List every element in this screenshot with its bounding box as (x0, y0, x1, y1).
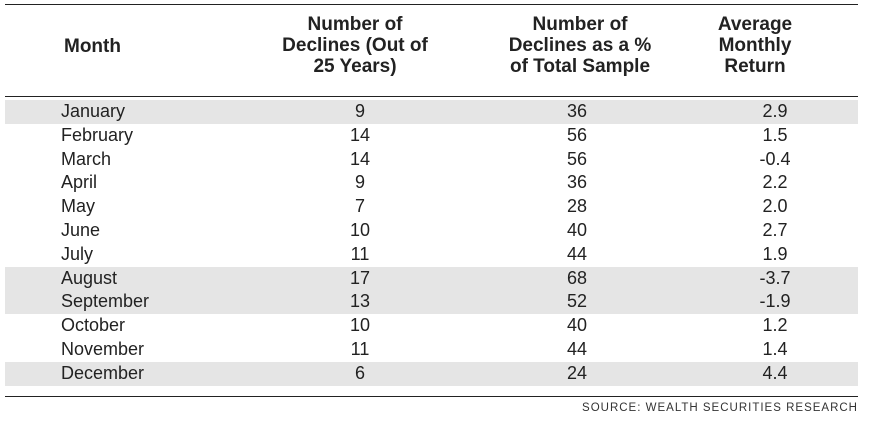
table-row: January 9 36 2.9 (5, 100, 858, 124)
bottom-rule (5, 396, 858, 397)
header-ret-line-1: Average (717, 14, 793, 35)
cell-month: March (61, 148, 112, 169)
cell-ret: 4.4 (762, 362, 788, 383)
table-row: March 14 56 -0.4 (5, 148, 858, 172)
table-row: April 9 36 2.2 (5, 171, 858, 195)
header-ret-line-2: Monthly (718, 35, 792, 56)
header-month: Month (64, 36, 121, 57)
cell-month: August (61, 267, 118, 288)
header-avg-return: Average Monthly Return (690, 14, 820, 77)
table-body: January 9 36 2.9 February 14 56 1.5 March 14 56 -0.… (5, 100, 858, 386)
table-row: February 14 56 1.5 (5, 124, 858, 148)
header-pct-line-3: of Total Sample (509, 56, 651, 77)
cell-ret: 2.7 (762, 219, 788, 240)
cell-ret: 2.2 (762, 172, 788, 193)
cell-pct: 56 (566, 148, 588, 169)
cell-month: May (61, 196, 96, 217)
cell-declines: 14 (349, 148, 371, 169)
source-note: SOURCE: WEALTH SECURITIES RESEARCH (582, 402, 858, 414)
cell-month: February (61, 124, 134, 145)
cell-declines: 6 (354, 362, 365, 383)
cell-pct: 56 (566, 124, 588, 145)
cell-ret: -1.9 (759, 291, 791, 312)
table-row: October 10 40 1.2 (5, 314, 858, 338)
cell-month: June (61, 219, 101, 240)
cell-declines: 14 (349, 124, 371, 145)
cell-pct: 52 (566, 291, 588, 312)
cell-declines: 13 (349, 291, 371, 312)
header-pct-line-1: Number of (532, 14, 628, 35)
table-row: September 13 52 -1.9 (5, 290, 858, 315)
cell-month: October (61, 315, 126, 336)
cell-month: December (61, 362, 145, 383)
cell-ret: 1.4 (762, 338, 788, 359)
header-declines-pct: Number of Declines as a % of Total Sampl… (475, 14, 685, 77)
cell-pct: 36 (566, 101, 588, 121)
cell-declines: 10 (349, 219, 371, 240)
top-rule (5, 4, 858, 5)
cell-pct: 40 (566, 219, 588, 240)
cell-ret: 2.0 (762, 196, 788, 217)
table-row: December 6 24 4.4 (5, 361, 858, 386)
cell-ret: -3.7 (759, 267, 791, 288)
cell-pct: 28 (566, 196, 588, 217)
header-rule (5, 96, 858, 97)
table-row: May 7 28 2.0 (5, 195, 858, 219)
cell-ret: 1.5 (762, 124, 788, 145)
cell-month: January (61, 101, 126, 121)
table-row: August 17 68 -3.7 (5, 266, 858, 291)
cell-pct: 24 (566, 362, 588, 383)
cell-ret: 2.9 (762, 101, 788, 121)
cell-pct: 36 (566, 172, 588, 193)
cell-declines: 11 (350, 338, 370, 359)
cell-declines: 10 (349, 315, 371, 336)
cell-pct: 40 (566, 315, 588, 336)
table-row: July 11 44 1.9 (5, 243, 858, 267)
header-month-line: Month (64, 36, 121, 57)
cell-ret: 1.2 (762, 315, 788, 336)
table-row: June 10 40 2.7 (5, 219, 858, 243)
cell-ret: 1.9 (762, 243, 788, 264)
cell-declines: 7 (354, 196, 365, 217)
cell-pct: 44 (566, 243, 588, 264)
table-row: November 11 44 1.4 (5, 338, 858, 362)
header-ret-line-3: Return (724, 56, 786, 77)
cell-month: July (61, 243, 94, 264)
cell-month: April (61, 172, 98, 193)
header-pct-line-2: Declines as a % (508, 35, 652, 56)
header-declines-line-2: Declines (Out of (282, 35, 428, 56)
cell-month: September (61, 291, 150, 312)
header-declines-line-3: 25 Years) (313, 56, 397, 77)
cell-month: November (61, 338, 145, 359)
header-declines-line-1: Number of (307, 14, 403, 35)
cell-declines: 17 (349, 267, 371, 288)
cell-declines: 9 (354, 101, 365, 121)
header-declines: Number of Declines (Out of 25 Years) (250, 14, 460, 77)
cell-ret: -0.4 (759, 148, 791, 169)
cell-declines: 9 (354, 172, 365, 193)
cell-pct: 68 (566, 267, 588, 288)
cell-declines: 11 (350, 243, 370, 264)
cell-pct: 44 (566, 338, 588, 359)
